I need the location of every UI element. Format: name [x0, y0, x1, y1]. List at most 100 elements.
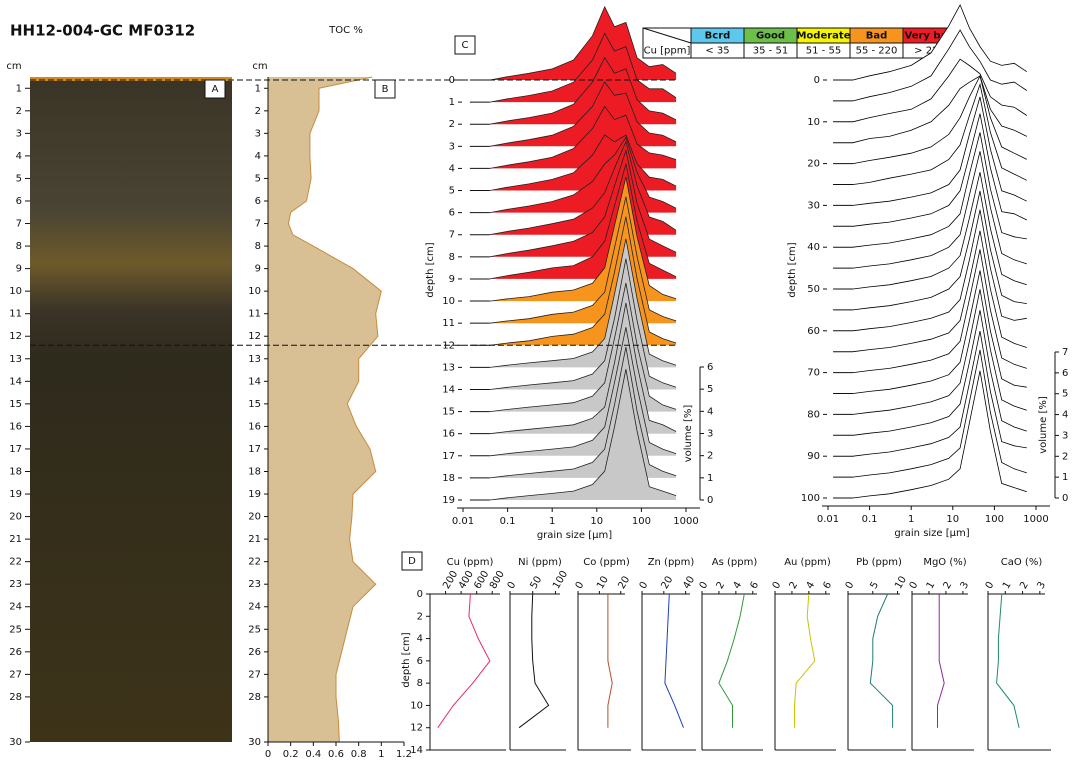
y-tick-label: 25	[248, 624, 261, 635]
y-tick-label: 3	[255, 128, 261, 139]
subplot-title: As (ppm)	[712, 557, 758, 568]
x-tick-label: 0	[984, 580, 997, 591]
x-tick-label: 4	[805, 580, 818, 591]
x-tick-label: 0.4	[305, 749, 321, 760]
y-tick-label: 80	[807, 409, 820, 420]
x-tick-label: 20	[616, 574, 632, 591]
x-tick-label: 0.6	[328, 749, 344, 760]
x-tick-label: 10	[595, 574, 611, 591]
y-tick-label: 8	[16, 241, 22, 252]
y-tick-label: 19	[442, 495, 455, 506]
y2-tick-label: 4	[707, 406, 713, 417]
profile-line	[519, 594, 549, 728]
y-tick-label: 8	[449, 252, 455, 263]
y-tick-label: 10	[807, 117, 820, 128]
y-tick-label: 4	[417, 634, 423, 645]
page: HH12-004-GC MF0312 123456789101112131415…	[0, 0, 1073, 761]
y2-tick-label: 2	[707, 451, 713, 462]
y-tick-label: 24	[9, 602, 22, 613]
y-tick-label: 6	[255, 196, 261, 207]
y2-axis-label: volume [%]	[683, 405, 694, 463]
legend-range: < 35	[705, 46, 729, 57]
y-tick-label: 90	[807, 451, 820, 462]
y2-tick-label: 0	[1062, 493, 1068, 504]
y-tick-label: 10	[410, 700, 423, 711]
y2-tick-label: 6	[707, 362, 713, 373]
x-tick-label: 0.01	[817, 514, 839, 525]
y-tick-label: 40	[807, 242, 820, 253]
panel-label: A	[212, 84, 219, 95]
y-tick-label: 16	[9, 421, 22, 432]
x-tick-label: 5	[868, 580, 881, 591]
y-tick-label: 26	[248, 647, 261, 658]
x-tick-label: 0	[506, 580, 519, 591]
figure: HH12-004-GC MF0312 123456789101112131415…	[0, 0, 1073, 761]
x-tick-label: 0	[265, 749, 271, 760]
x-tick-label: 3	[959, 580, 972, 591]
y-tick-label: 13	[442, 362, 455, 373]
legend-name: Good	[756, 31, 785, 42]
y-tick-label: 2	[449, 119, 455, 130]
y-tick-label: 9	[449, 274, 455, 285]
y2-tick-label: 5	[1062, 389, 1068, 400]
subplot-title: Ni (ppm)	[518, 557, 562, 568]
y2-tick-label: 2	[1062, 451, 1068, 462]
x-tick-label: 400	[457, 569, 476, 591]
x-tick-label: 6	[748, 580, 761, 591]
y-tick-label: 20	[248, 512, 261, 523]
y-tick-label: 17	[9, 444, 22, 455]
y-tick-label: 19	[248, 489, 261, 500]
y-tick-label: 2	[255, 106, 261, 117]
x-axis-label: TOC %	[328, 25, 363, 36]
legend-name: Bcrd	[705, 31, 731, 42]
x-tick-label: 2	[715, 580, 728, 591]
y-tick-label: 0	[417, 589, 423, 600]
y-tick-label: 16	[248, 421, 261, 432]
subplot-title: Pb (ppm)	[856, 557, 902, 568]
subplot-title: Zn (ppm)	[648, 557, 695, 568]
x-tick-label: 0.01	[452, 516, 474, 527]
area-fill	[268, 77, 381, 742]
x-tick-label: 2	[788, 580, 801, 591]
y-tick-label: 3	[16, 128, 22, 139]
y-tick-label: 7	[16, 219, 22, 230]
y2-tick-label: 4	[1062, 410, 1068, 421]
y-axis-label: cm	[252, 61, 267, 72]
legend-range: 55 - 220	[856, 46, 898, 57]
y-tick-label: 4	[255, 151, 261, 162]
y-tick-label: 14	[9, 376, 22, 387]
y-tick-label: 18	[248, 466, 261, 477]
y-tick-label: 23	[248, 579, 261, 590]
y-tick-label: 8	[417, 678, 423, 689]
profile-line	[719, 594, 744, 728]
x-tick-label: 1000	[673, 516, 698, 527]
x-tick-label: 0	[698, 580, 711, 591]
y-tick-label: 16	[442, 429, 455, 440]
y-tick-label: 50	[807, 284, 820, 295]
y-tick-label: 14	[442, 384, 455, 395]
y-tick-label: 6	[449, 208, 455, 219]
y-tick-label: 4	[16, 151, 22, 162]
y-tick-label: 5	[449, 186, 455, 197]
x-tick-label: 3	[1035, 580, 1048, 591]
y-tick-label: 10	[9, 286, 22, 297]
y-tick-label: 17	[442, 451, 455, 462]
x-axis-label: grain size [µm]	[537, 530, 612, 541]
profile-line	[938, 594, 945, 728]
y-tick-label: 12	[248, 331, 261, 342]
y-tick-label: 18	[442, 473, 455, 484]
x-tick-label: 0	[638, 580, 651, 591]
y-tick-label: 0	[814, 75, 820, 86]
y-tick-label: 14	[248, 376, 261, 387]
subplot-title: Co (ppm)	[583, 557, 630, 568]
x-tick-label: 1000	[1023, 514, 1048, 525]
y-tick-label: 11	[442, 318, 455, 329]
y-tick-label: 30	[807, 200, 820, 211]
y-tick-label: 19	[9, 489, 22, 500]
y-tick-label: 14	[410, 745, 423, 756]
y-tick-label: 6	[16, 196, 22, 207]
profile-line	[997, 594, 1020, 728]
x-tick-label: 0	[771, 580, 784, 591]
x-tick-label: 4	[732, 580, 745, 591]
x-tick-label: 2	[942, 580, 955, 591]
